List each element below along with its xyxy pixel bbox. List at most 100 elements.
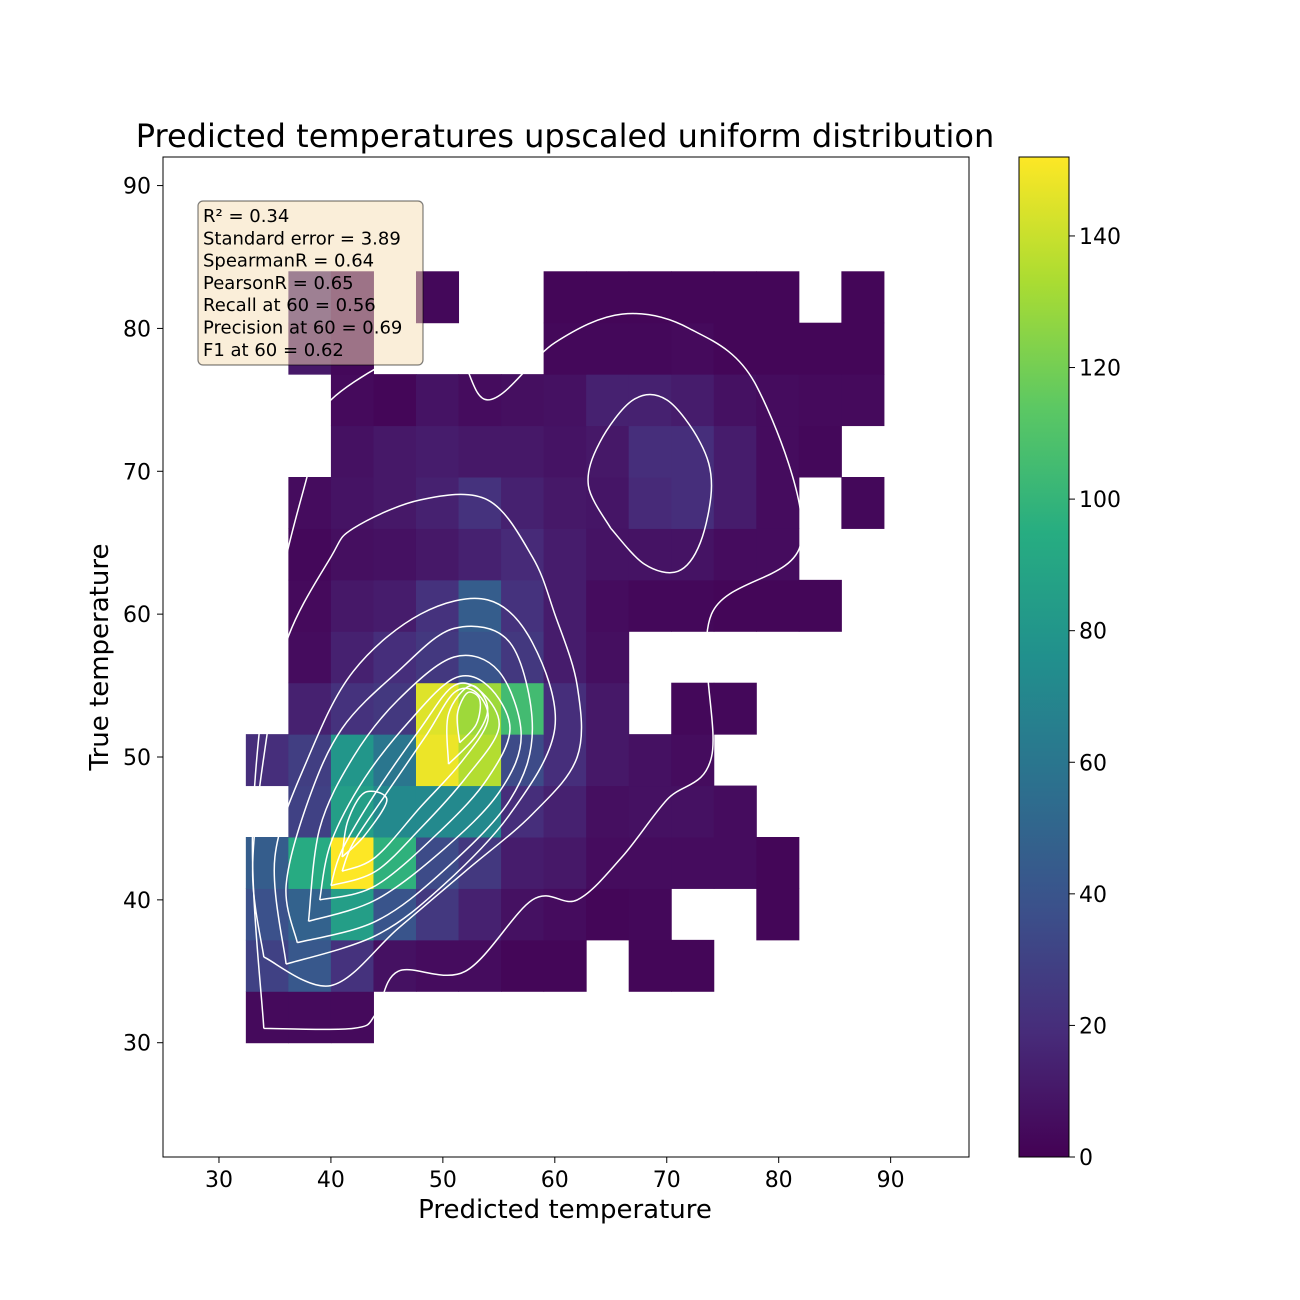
kde-contour-line	[587, 393, 713, 574]
y-tick-label: 40	[123, 889, 151, 914]
heatmap-cell	[330, 477, 374, 529]
heatmap-cell	[373, 374, 417, 427]
y-tick-label: 70	[123, 460, 151, 485]
heatmap-cell	[713, 837, 757, 889]
x-axis: 30 40 50 60 70 80 90	[205, 1157, 905, 1193]
heatmap-cell	[245, 939, 289, 992]
heatmap-cell	[543, 477, 587, 529]
y-tick-label: 60	[123, 603, 151, 628]
colorbar-tick-label: 100	[1079, 488, 1121, 513]
heatmap-cell	[501, 477, 545, 529]
y-tick-label: 50	[123, 746, 151, 771]
heatmap-cell	[373, 528, 417, 581]
heatmap-cell	[713, 322, 757, 375]
heatmap-cell	[798, 374, 842, 427]
heatmap-cell	[245, 734, 289, 787]
heatmap-cell	[628, 477, 672, 529]
heatmap-cell	[713, 682, 757, 735]
kde-contour-line	[251, 312, 803, 1031]
kde-contours	[251, 312, 803, 1031]
heatmap-cell	[586, 785, 630, 838]
heatmap-cell	[330, 425, 374, 478]
heatmap-cell	[288, 939, 332, 992]
x-tick-label: 70	[653, 1168, 681, 1193]
heatmap-cell	[841, 374, 885, 427]
heatmap-cell	[713, 528, 757, 581]
heatmap-cell	[245, 991, 289, 1044]
kde-contour-line	[307, 654, 522, 923]
heatmap-cell	[841, 322, 885, 375]
heatmap-cell	[671, 425, 715, 478]
heatmap-cell	[458, 837, 502, 889]
statistics-line: Recall at 60 = 0.56	[203, 295, 376, 316]
heatmap-cell	[330, 579, 374, 632]
heatmap-cell	[501, 837, 545, 889]
heatmap-cell	[628, 785, 672, 838]
statistics-line: SpearmanR = 0.64	[203, 251, 374, 272]
heatmap-cell	[671, 734, 715, 787]
heatmap-cell	[543, 579, 587, 632]
heatmap-cell	[671, 939, 715, 992]
colorbar-tick-label: 140	[1079, 225, 1121, 250]
heatmap-cell	[288, 837, 332, 889]
heatmap-cell	[373, 425, 417, 478]
heatmap-cell	[841, 271, 885, 324]
heatmap-cell	[756, 528, 800, 581]
heatmap-cell	[543, 322, 587, 375]
colorbar-ticks: 0 20 40 60 80 100 120 140	[1069, 225, 1121, 1171]
heatmap-cell	[543, 785, 587, 838]
heatmap-cell	[373, 785, 417, 838]
heatmap-cell	[671, 528, 715, 581]
heatmap-cell	[415, 477, 460, 529]
x-tick-label: 50	[429, 1168, 457, 1193]
heatmap-cell	[543, 837, 587, 889]
heatmap-cell	[330, 991, 374, 1044]
heatmap-cell	[501, 888, 545, 941]
heatmap-cell	[373, 837, 417, 889]
x-tick-label: 40	[317, 1168, 345, 1193]
heatmap-cell	[415, 528, 460, 581]
heatmap-cell	[288, 631, 332, 684]
heatmap-cell	[288, 579, 332, 632]
heatmap-cell	[628, 374, 672, 427]
heatmap-cell	[628, 322, 672, 375]
heatmap-cell	[713, 785, 757, 838]
heatmap-cell	[458, 888, 502, 941]
kde-contour-line	[318, 675, 511, 901]
statistics-box-background	[197, 200, 424, 366]
heatmap-cell	[628, 888, 672, 941]
y-tick-label: 90	[123, 175, 151, 200]
heatmap-cell	[586, 477, 630, 529]
heatmap-cell	[458, 579, 502, 632]
heatmap-cell	[586, 837, 630, 889]
heatmap-cell	[373, 939, 417, 992]
kde-contour-line	[285, 625, 534, 944]
heatmap-cell	[671, 785, 715, 838]
heatmap-cell	[501, 425, 545, 478]
heatmap-cell	[501, 785, 545, 838]
heatmap-cell	[330, 682, 374, 735]
y-axis-label: True temperature	[85, 544, 115, 772]
heatmap-cell	[458, 939, 502, 992]
colorbar-tick-label: 40	[1079, 883, 1107, 908]
heatmap-cell	[628, 837, 672, 889]
heatmap-cell	[713, 425, 757, 478]
heatmap-cell	[330, 734, 374, 787]
kde-contour-line	[273, 597, 557, 965]
colorbar-tick-label: 60	[1079, 751, 1107, 776]
chart-title: Predicted temperatures upscaled uniform …	[136, 117, 995, 155]
heatmap-cell	[798, 425, 842, 478]
heatmap-cell	[501, 939, 545, 992]
heatmap-cell	[373, 631, 417, 684]
heatmap-cell	[288, 991, 332, 1044]
heatmap-cell	[713, 271, 757, 324]
heatmap-cell	[543, 939, 587, 992]
heatmap-cell	[458, 425, 502, 478]
heatmap-cell	[543, 374, 587, 427]
heatmap-cell	[586, 682, 630, 735]
statistics-line: F1 at 60 = 0.62	[203, 340, 344, 361]
heatmap-cell	[458, 477, 502, 529]
heatmap-cell	[330, 374, 374, 427]
